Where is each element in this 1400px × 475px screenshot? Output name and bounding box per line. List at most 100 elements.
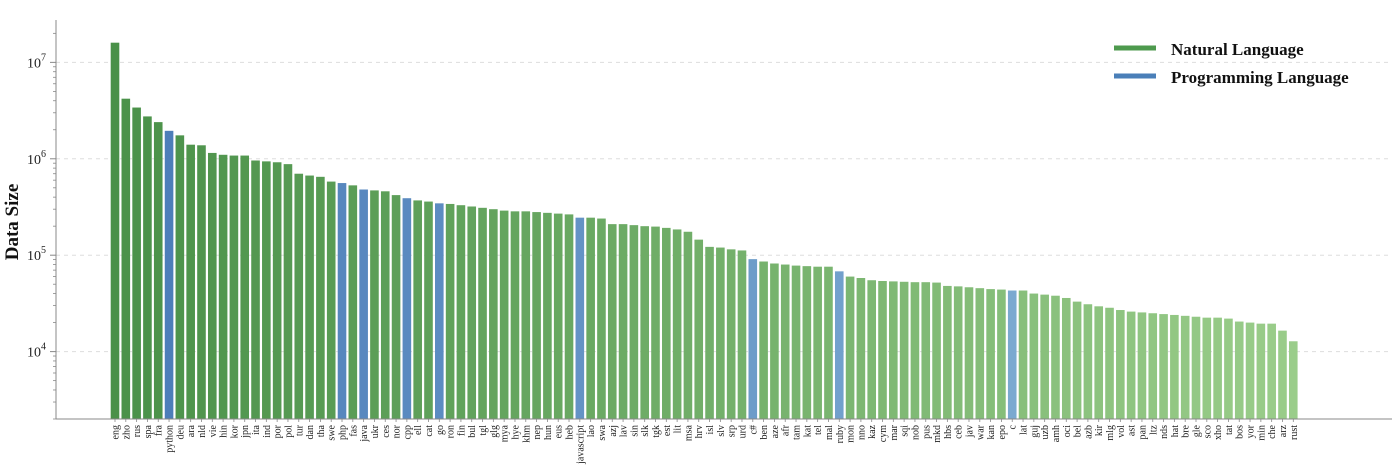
bar-bos [1234,321,1244,419]
x-tick-label-xho: xho [1213,425,1224,440]
axes [55,20,1392,420]
x-tick-label-swe: swe [327,424,338,440]
x-tick-label-tur: tur [294,424,305,436]
x-tick-label-hrv: hrv [694,425,705,438]
x-tick-label-kat: kat [802,425,813,437]
x-tick-label-bre: bre [1181,424,1192,437]
bar-hin [218,154,228,420]
bar-eng [110,42,120,419]
legend-label-natural: Natural Language [1171,40,1304,59]
x-tick-label-kir: kir [1094,424,1105,436]
bar-nor [391,195,401,419]
bar-lav [618,224,628,419]
bar-fin [456,205,466,419]
x-tick-label-fin: fin [456,425,467,436]
x-tick-label-kor: kor [229,424,240,438]
x-tick-label-khm: khm [521,425,532,443]
bar-ind [262,161,271,419]
bar-nds [1159,314,1168,419]
bar-bul [467,206,477,419]
bar-oci [1061,297,1071,419]
x-ticks: eng zho rus spa fra python deu ara nld vie hin kor j… [111,419,1300,465]
x-tick-label-c: c [1008,424,1019,429]
x-tick-label-tam: tam [792,425,803,440]
x-tick-label-cat: cat [424,425,435,437]
bar-swe [326,181,336,419]
y-tick-label-0: 104 [27,342,46,361]
bar-tel [813,266,822,419]
x-tick-label-hun: hun [543,425,554,440]
x-tick-label-isl: isl [705,425,716,435]
bar-xho [1213,317,1222,419]
x-tick-label-sqi: sqi [900,425,911,437]
bar-ara [186,144,195,419]
x-tick-label-est: est [662,425,673,436]
bar-python [164,130,174,419]
bar-dan [305,175,314,419]
legend: Natural Language Programming Language [1114,40,1349,87]
x-tick-label-rus: rus [132,425,143,437]
bar-cym [878,281,887,419]
x-tick-label-lat: lat [1019,425,1030,435]
x-tick-label-ara: ara [186,424,197,437]
x-tick-label-nep: nep [532,425,543,439]
bar-ast [1126,311,1136,419]
x-tick-label-swa: swa [597,424,608,440]
y-axis-label: Data Size [2,184,23,261]
x-tick-label-bel: bel [1073,425,1084,437]
x-tick-label-bul: bul [467,425,478,438]
x-tick-label-ukr: ukr [370,424,381,438]
bar-por [272,162,282,419]
x-tick-label-python: python [165,425,176,453]
x-tick-label-slv: slv [716,425,727,437]
bar-afr [780,264,790,419]
bar-glg [489,209,498,419]
bar-mal [824,266,833,419]
x-tick-label-ltz: ltz [1148,424,1159,435]
x-tick-label-tel: tel [813,425,824,435]
y-tick-label-2: 106 [27,149,46,168]
bar-tat [1224,318,1233,419]
x-tick-label-slk: slk [640,425,651,437]
bar-tgl [478,207,487,419]
bar-epo [997,289,1006,419]
bar-go [435,203,444,419]
bar-yor [1245,322,1255,419]
x-tick-label-go: go [435,425,446,435]
bar-msa [683,231,693,419]
bar-hbs [943,285,952,419]
bar-mkd [932,282,941,419]
x-tick-label-aze: aze [770,424,781,438]
x-tick-label-mya: mya [500,424,511,442]
x-tick-label-glg: glg [489,425,500,438]
bar-lat [1018,290,1028,419]
x-tick-label-kan: kan [986,425,997,439]
bar-vol [1116,310,1125,419]
bar-sqi [899,281,909,419]
x-tick-label-hin: hin [219,425,230,438]
x-tick-label-bos: bos [1235,425,1246,439]
bar-c [1007,290,1017,419]
x-tick-label-spa: spa [143,424,154,438]
bar-mlg [1105,307,1114,419]
bar-fas [348,185,358,419]
x-tick-label-pan: pan [1137,425,1148,439]
bar-php [337,183,347,419]
x-tick-label-c#: c# [748,425,759,434]
x-tick-label-nds: nds [1159,425,1170,439]
bar-cat [424,201,433,419]
bar-min [1256,323,1266,419]
bar-guj [1029,293,1039,419]
bar-kor [229,155,239,419]
bar-uzb [1040,294,1049,419]
bar-sin [629,225,639,419]
x-tick-label-heb: heb [565,425,576,439]
bar-kan [986,289,995,419]
x-tick-label-java: java [359,424,370,442]
x-tick-label-che: che [1267,424,1278,438]
bar-eus [553,213,563,419]
bar-hat [1170,314,1179,419]
bar-swa [597,218,606,419]
x-tick-label-mkd: mkd [932,425,943,443]
bar-war [975,288,985,419]
